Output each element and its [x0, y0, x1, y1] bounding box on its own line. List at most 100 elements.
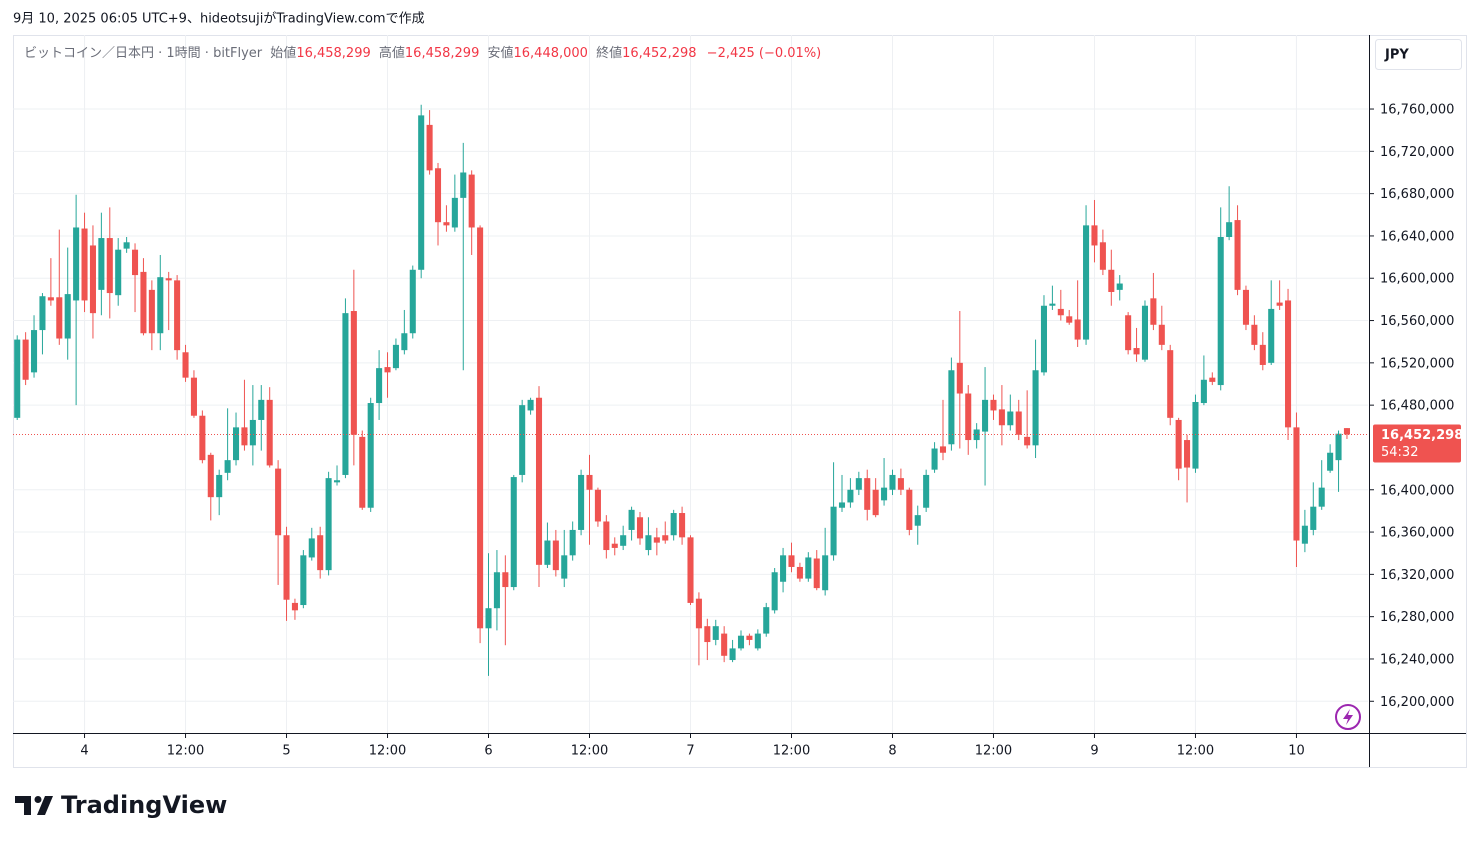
- candle-body: [493, 572, 500, 609]
- candle-body: [670, 513, 677, 536]
- candle-body: [1108, 269, 1115, 292]
- candle-body: [426, 124, 433, 171]
- candle-body: [897, 478, 904, 490]
- candle-body: [485, 608, 492, 629]
- candle-body: [266, 399, 273, 466]
- candle-body: [561, 555, 568, 579]
- candle-body: [1217, 236, 1224, 386]
- candle-body: [317, 535, 324, 571]
- candle-body: [157, 277, 164, 334]
- candle-body: [1099, 242, 1106, 270]
- logo-mark: [15, 796, 53, 815]
- y-tick-label: 16,400,000: [1380, 483, 1454, 498]
- candle-body: [586, 474, 593, 490]
- candle-body: [174, 280, 181, 351]
- candle-body: [140, 271, 147, 334]
- candle-body: [990, 399, 997, 411]
- candle-body: [418, 115, 425, 270]
- candle-body: [1209, 377, 1216, 382]
- caption: 9月 10, 2025 06:05 UTC+9、hideotsujiがTradi…: [13, 12, 425, 27]
- candle-body: [737, 635, 745, 649]
- candle-body: [31, 330, 38, 373]
- candle-body: [367, 403, 374, 508]
- x-tick-label: 12:00: [773, 744, 810, 759]
- countdown: 54:32: [1381, 445, 1418, 460]
- candle-body: [14, 339, 21, 418]
- candle-body: [1007, 411, 1014, 426]
- candle-body: [939, 446, 947, 453]
- currency[interactable]: JPY: [1384, 48, 1409, 63]
- candle-body: [1150, 298, 1157, 325]
- candle-body: [47, 297, 54, 301]
- candle-body: [1066, 316, 1073, 323]
- candle-body: [620, 535, 627, 546]
- candle-body: [89, 245, 96, 314]
- candle-body: [342, 313, 349, 475]
- candle-body: [1251, 324, 1258, 345]
- candle-body: [1116, 283, 1123, 290]
- candle-body: [729, 648, 736, 661]
- candle-body: [81, 228, 88, 301]
- candle-body: [544, 540, 551, 565]
- candle-body: [1167, 350, 1174, 418]
- candle-body: [115, 249, 122, 296]
- candle-body: [64, 294, 71, 339]
- x-tick-label: 5: [282, 744, 290, 759]
- candle-body: [39, 296, 46, 331]
- candle-body: [662, 535, 669, 541]
- candle-body: [881, 487, 888, 501]
- x-tick-label: 12:00: [571, 744, 608, 759]
- y-tick-label: 16,360,000: [1380, 526, 1454, 541]
- candle-body: [527, 399, 534, 411]
- x-tick-label: 10: [1288, 744, 1305, 759]
- currency-button[interactable]: [1375, 39, 1462, 70]
- candle-body: [182, 352, 189, 378]
- candle-body: [1327, 452, 1334, 471]
- candle-body: [1083, 225, 1090, 340]
- candle-body: [350, 311, 357, 435]
- y-tick-label: 16,760,000: [1380, 103, 1454, 118]
- candle-body: [216, 474, 223, 498]
- candle-body: [401, 333, 408, 351]
- y-tick-label: 16,680,000: [1380, 187, 1454, 202]
- candle-body: [1310, 506, 1317, 530]
- candle-body: [847, 489, 854, 503]
- candle-body: [822, 555, 829, 591]
- candle-body: [1074, 319, 1081, 340]
- candle-body: [232, 427, 240, 461]
- candle-body: [1259, 344, 1266, 365]
- candle-body: [923, 474, 930, 508]
- footer-text: TradingView: [61, 791, 227, 819]
- candle-body: [468, 174, 475, 228]
- candle-body: [409, 269, 416, 334]
- candle-body: [275, 468, 282, 536]
- candle-body: [965, 393, 972, 441]
- candle-body: [982, 399, 989, 432]
- candle-body: [333, 480, 341, 483]
- candle-body: [864, 478, 871, 510]
- field-value: 16,458,299: [296, 46, 370, 61]
- candle-body: [207, 454, 214, 498]
- candle-body: [721, 633, 728, 656]
- y-tick-label: 16,720,000: [1380, 145, 1454, 160]
- icon-bolt[interactable]: [1343, 709, 1353, 725]
- field-value: 16,458,299: [405, 46, 479, 61]
- candle-body: [258, 399, 265, 420]
- symbol: ビットコイン／日本円 · 1時間 · bitFlyer: [24, 46, 263, 61]
- candle-body: [510, 477, 517, 588]
- candle-body: [552, 540, 559, 571]
- candle-body: [906, 489, 913, 530]
- candle-body: [460, 172, 467, 198]
- field-value: 16,452,298: [622, 46, 696, 61]
- candle-body: [535, 397, 543, 565]
- last-price-label: 16,452,298: [1381, 428, 1463, 443]
- y-tick-label: 16,320,000: [1380, 568, 1454, 583]
- candle-body: [1192, 401, 1199, 469]
- candle-body: [443, 222, 450, 226]
- lightning-icon[interactable]: [1335, 704, 1361, 730]
- x-tick-label: 12:00: [167, 744, 204, 759]
- candle-body: [712, 626, 719, 640]
- x-tick-label: 4: [80, 744, 88, 759]
- candle-body: [1200, 379, 1207, 404]
